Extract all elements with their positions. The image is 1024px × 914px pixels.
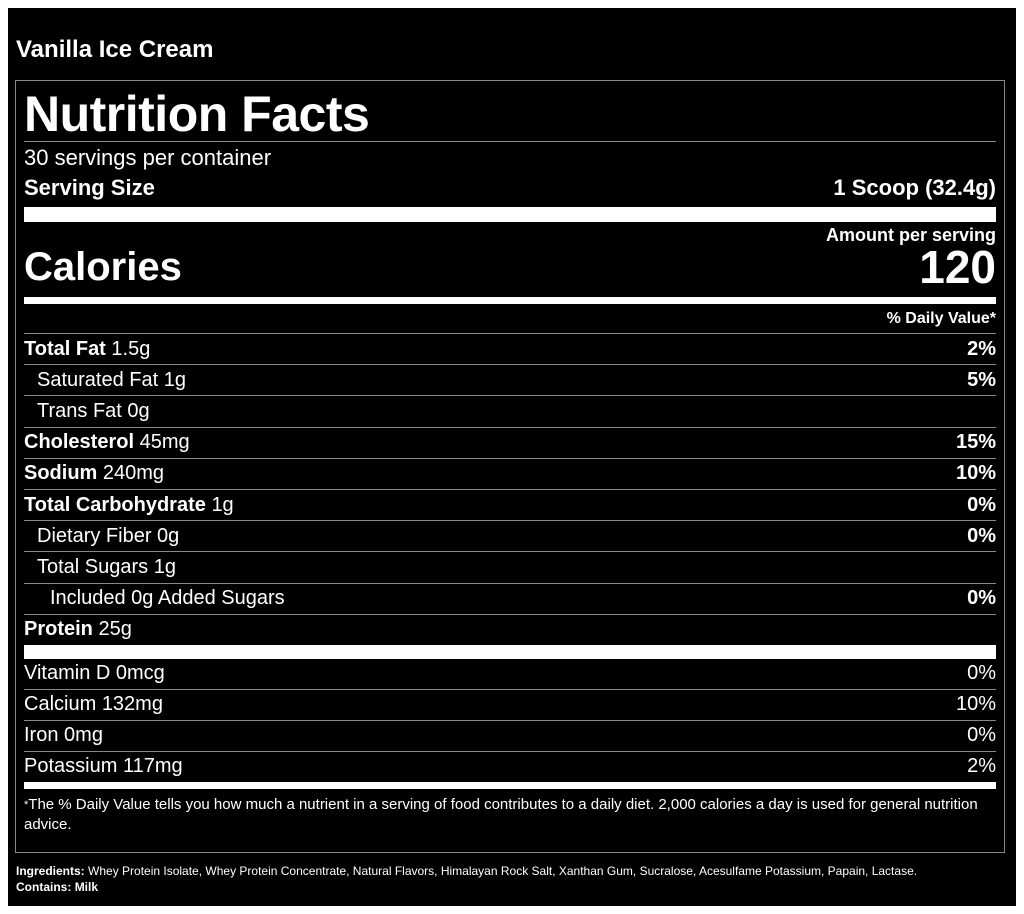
- vitamin-dv: 2%: [967, 755, 996, 778]
- product-name: Vanilla Ice Cream: [16, 36, 214, 63]
- nutrient-row: Cholesterol 45mg 15%: [24, 428, 996, 459]
- vitamin-amount: 0mcg: [115, 662, 165, 685]
- nutrient: Total Fat 1.5g: [24, 338, 150, 361]
- nutrient-row: Included 0g Added Sugars 0%: [24, 584, 996, 615]
- nutrient-dv: 0%: [967, 524, 996, 547]
- nutrient: Cholesterol 45mg: [24, 431, 190, 454]
- nutrient-dv: 2%: [967, 337, 996, 360]
- nutrient-row: Total Sugars 1g: [24, 552, 996, 584]
- thick-rule: [24, 207, 996, 222]
- ingredients-text: Whey Protein Isolate, Whey Protein Conce…: [88, 864, 918, 878]
- contains-label: Contains:: [16, 880, 72, 894]
- servings: 30 servings per container: [24, 145, 272, 170]
- nutrient-dv: 0%: [967, 493, 996, 516]
- vitamin-dv: 0%: [967, 724, 996, 747]
- contains: Contains: Milk: [16, 879, 1011, 895]
- nutrient-name: Total Carbohydrate: [24, 493, 206, 516]
- nutrient-dv: 10%: [955, 462, 996, 485]
- nutrient-name: Total Sugars: [37, 555, 149, 578]
- vitamin-row: Iron 0mg 0%: [24, 721, 996, 752]
- nutrient-row: Dietary Fiber 0g 0%: [24, 521, 996, 553]
- ingredients: Ingredients: Whey Protein Isolate, Whey …: [16, 863, 1011, 879]
- nutrient: Trans Fat 0g: [37, 400, 150, 423]
- ingredients-label: Ingredients:: [16, 864, 85, 878]
- nutrient-amount: 25g: [98, 618, 132, 641]
- amount-per-serving: Amount per serving: [825, 225, 996, 245]
- nutrient-row: Sodium 240mg 10%: [24, 459, 996, 490]
- vitamin-dv: 0%: [967, 662, 996, 685]
- serving-size-row: Serving Size 1 Scoop (32.4g): [24, 173, 996, 202]
- nutrient-name: Sodium: [24, 462, 98, 485]
- nutrition-box: Nutrition Facts 30 servings per containe…: [15, 80, 1005, 853]
- calories-value: 120: [919, 241, 996, 293]
- nutrient-name: Total Fat: [24, 337, 106, 360]
- contains-text: Milk: [74, 880, 99, 894]
- label-title: Nutrition Facts: [24, 81, 996, 142]
- vitamin-row: Vitamin D 0mcg 0%: [24, 659, 996, 690]
- vitamin: Iron 0mg: [24, 724, 103, 747]
- nutrient-amount: 1g: [211, 493, 234, 516]
- serving-size-label: Serving Size: [24, 174, 155, 200]
- nutrient-row: Protein 25g: [24, 615, 996, 645]
- nutrient-row: Trans Fat 0g: [24, 396, 996, 428]
- vitamin-name: Calcium: [24, 693, 97, 716]
- nutrient-dv: 5%: [967, 368, 996, 391]
- vitamin-row: Calcium 132mg 10%: [24, 690, 996, 721]
- calories-label: Calories: [24, 244, 182, 289]
- nutrient-dv: 15%: [955, 431, 996, 454]
- nutrient-amount: 1.5g: [111, 337, 151, 360]
- footnote: *The % Daily Value tells you how much a …: [24, 789, 996, 835]
- nutrient-name: Cholesterol: [24, 431, 135, 454]
- medium-rule: [24, 297, 996, 304]
- nutrient-amount: 1g: [163, 368, 186, 391]
- vitamin: Calcium 132mg: [24, 693, 163, 716]
- nutrient-amount: 240mg: [102, 462, 165, 485]
- nutrient: Total Carbohydrate 1g: [24, 494, 234, 517]
- calories-row: Calories 120: [24, 241, 996, 293]
- footnote-text: The % Daily Value tells you how much a n…: [24, 795, 978, 833]
- nutrient: Saturated Fat 1g: [37, 369, 186, 392]
- serving-size-value: 1 Scoop (32.4g): [833, 174, 996, 200]
- vitamin-dv: 10%: [955, 693, 996, 716]
- thick-rule: [24, 644, 996, 659]
- nutrient: Dietary Fiber 0g: [37, 525, 179, 548]
- nutrient-amount: 45mg: [139, 431, 190, 454]
- medium-rule: [24, 781, 996, 789]
- nutrient-row: Total Fat 1.5g 2%: [24, 334, 996, 366]
- nutrient: Protein 25g: [24, 618, 132, 641]
- vitamin-amount: 132mg: [101, 693, 163, 716]
- ingredients-block: Ingredients: Whey Protein Isolate, Whey …: [16, 863, 1011, 895]
- nutrient-name: Saturated Fat: [37, 368, 159, 391]
- footnote-mark: *: [24, 798, 29, 811]
- vitamin-row: Potassium 117mg 2%: [24, 752, 996, 782]
- nutrient-dv: 0%: [967, 587, 996, 610]
- daily-value-header: % Daily Value*: [24, 304, 996, 334]
- nutrient-amount: 0g: [127, 399, 150, 422]
- nutrient-name: Trans Fat: [37, 399, 122, 422]
- vitamin-amount: 117mg: [122, 755, 183, 778]
- vitamin: Potassium 117mg: [24, 755, 183, 778]
- nutrient: Total Sugars 1g: [37, 556, 176, 579]
- nutrient-name: Dietary Fiber: [37, 524, 152, 547]
- nutrient-row: Total Carbohydrate 1g 0%: [24, 490, 996, 522]
- nutrient-row: Saturated Fat 1g 5%: [24, 365, 996, 397]
- nutrient-amount: 1g: [153, 555, 176, 578]
- label-panel: Vanilla Ice Cream Nutrition Facts 30 ser…: [8, 8, 1016, 906]
- vitamin-name: Potassium: [24, 755, 118, 778]
- vitamin-name: Vitamin D: [24, 662, 111, 685]
- nutrient-name: Included 0g Added Sugars: [50, 587, 285, 610]
- vitamin-amount: 0mg: [64, 724, 103, 747]
- vitamin-name: Iron: [24, 724, 59, 747]
- vitamin: Vitamin D 0mcg: [24, 662, 165, 685]
- nutrient: Sodium 240mg: [24, 462, 164, 485]
- nutrient-name: Protein: [24, 618, 93, 641]
- nutrient-amount: 0g: [157, 524, 180, 547]
